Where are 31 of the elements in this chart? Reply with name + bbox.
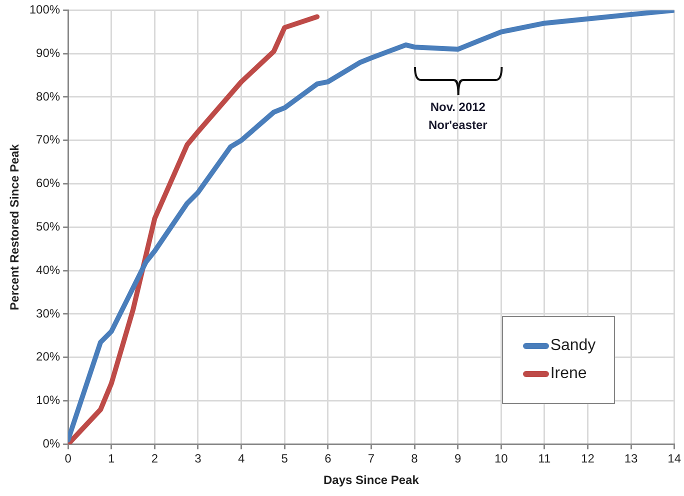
y-axis-title: Percent Restored Since Peak bbox=[8, 144, 22, 310]
y-tick-label: 50% bbox=[36, 220, 60, 234]
y-tick-label: 30% bbox=[36, 306, 60, 320]
legend-label: Irene bbox=[550, 365, 587, 384]
x-tick-label: 2 bbox=[151, 452, 158, 466]
y-tick-label: 100% bbox=[29, 2, 60, 17]
x-tick-label: 5 bbox=[281, 452, 288, 466]
x-tick-label: 6 bbox=[324, 452, 332, 466]
x-tick-label: 0 bbox=[64, 452, 72, 466]
annotation: Nov. 2012 Nor'easter bbox=[428, 100, 488, 132]
x-tick-label: 1 bbox=[108, 452, 116, 466]
y-tick-label: 20% bbox=[36, 350, 60, 364]
y-tick-label: 70% bbox=[36, 132, 60, 147]
y-tick-label: 90% bbox=[36, 46, 60, 60]
x-tick-label: 8 bbox=[411, 452, 418, 466]
x-tick-label: 9 bbox=[454, 452, 462, 466]
x-tick-label: 4 bbox=[238, 452, 245, 466]
x-tick-label: 14 bbox=[668, 452, 682, 466]
x-axis-title: Days Since Peak bbox=[324, 473, 420, 488]
x-tick-label: 3 bbox=[194, 452, 202, 466]
x-tick-label: 10 bbox=[494, 452, 508, 466]
x-tick-label: 12 bbox=[581, 452, 595, 466]
x-tick-label: 13 bbox=[624, 452, 638, 466]
y-tick-label: 0% bbox=[42, 436, 60, 451]
x-tick-label: 7 bbox=[368, 452, 375, 466]
y-tick-label: 60% bbox=[36, 176, 60, 190]
x-tick-label: 11 bbox=[538, 452, 551, 466]
legend-label: Sandy bbox=[550, 337, 596, 356]
y-tick-label: 10% bbox=[36, 393, 60, 408]
y-tick-label: 80% bbox=[36, 89, 60, 104]
y-tick-label: 40% bbox=[36, 262, 60, 277]
